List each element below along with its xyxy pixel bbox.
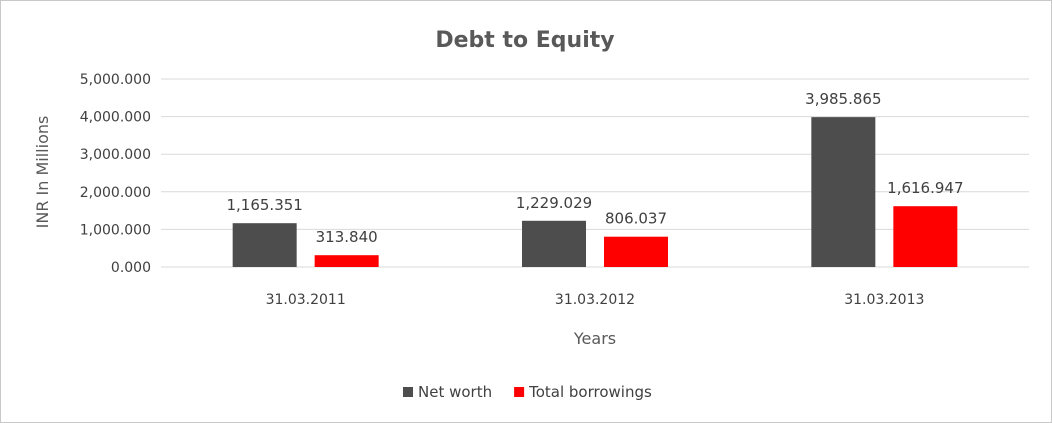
bar-total-borrowings bbox=[604, 236, 668, 267]
bar-total-borrowings bbox=[893, 206, 958, 267]
data-label: 3,985.865 bbox=[805, 90, 881, 108]
y-tick-label: 1,000.000 bbox=[80, 222, 151, 238]
bar-total-borrowings bbox=[314, 255, 379, 267]
data-label: 313.840 bbox=[316, 228, 378, 246]
y-axis-title: INR In Millions bbox=[33, 116, 52, 229]
bar-net-worth bbox=[232, 223, 297, 267]
y-tick-label: 5,000.000 bbox=[80, 72, 151, 88]
x-axis-ticks: 31.03.2011 31.03.2012 31.03.2013 bbox=[266, 292, 925, 308]
y-tick-label: 3,000.000 bbox=[80, 147, 151, 163]
data-label: 1,616.947 bbox=[887, 179, 963, 197]
y-tick-label: 4,000.000 bbox=[80, 110, 151, 126]
data-label: 806.037 bbox=[605, 210, 667, 228]
y-tick-label: 0.000 bbox=[111, 260, 151, 276]
x-tick-label: 31.03.2013 bbox=[844, 292, 924, 308]
legend-label: Net worth bbox=[418, 383, 492, 401]
x-tick-label: 31.03.2011 bbox=[266, 292, 346, 308]
bars bbox=[232, 117, 958, 268]
bar-net-worth bbox=[522, 220, 586, 267]
legend-swatch bbox=[514, 387, 525, 397]
legend-swatch bbox=[403, 387, 413, 397]
y-tick-label: 2,000.000 bbox=[80, 185, 151, 201]
data-label: 1,165.351 bbox=[226, 196, 302, 214]
legend-label: Total borrowings bbox=[528, 383, 652, 401]
y-axis-ticks: 0.000 1,000.000 2,000.000 3,000.000 4,000.00… bbox=[80, 72, 151, 276]
x-tick-label: 31.03.2012 bbox=[555, 292, 635, 308]
data-label: 1,229.029 bbox=[516, 194, 592, 212]
gridlines bbox=[161, 78, 1029, 268]
legend: Net worth Total borrowings bbox=[403, 383, 652, 401]
x-axis-title: Years bbox=[573, 329, 616, 348]
data-labels: 1,165.351 313.840 1,229.029 806.037 3,985.86… bbox=[226, 90, 963, 246]
chart-title: Debt to Equity bbox=[435, 28, 614, 53]
bar-net-worth bbox=[811, 117, 876, 268]
